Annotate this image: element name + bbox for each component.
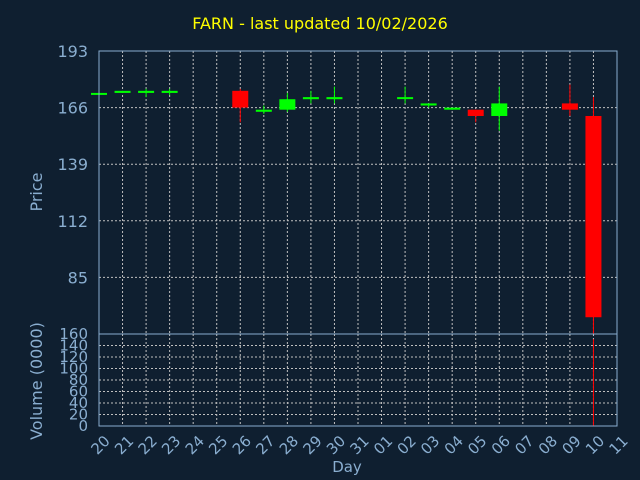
volume-tick-label: 100 [59, 360, 88, 378]
price-tick-label: 193 [57, 42, 88, 61]
candle-body [585, 115, 602, 318]
volume-tick-label: 60 [69, 383, 88, 401]
candle-body [279, 99, 296, 110]
candle-body [397, 97, 414, 100]
candle-body [491, 103, 508, 116]
chart-title: FARN - last updated 10/02/2026 [192, 14, 448, 33]
candle-body [420, 103, 437, 106]
x-tick-labels: 2021222324252627282930310102030405060708… [88, 432, 632, 458]
price-tick-label: 139 [57, 155, 88, 174]
price-tick-label: 166 [57, 99, 88, 118]
x-tick-label: 04 [441, 432, 467, 458]
x-tick-label: 21 [111, 432, 137, 458]
candle-body [138, 90, 155, 93]
candle-body [255, 109, 272, 112]
x-tick-label: 01 [370, 432, 396, 458]
x-tick-label: 10 [582, 432, 608, 458]
price-tick-labels: 193 166 139 112 85 [57, 42, 88, 287]
candle-body [326, 97, 343, 100]
x-tick-label: 11 [606, 432, 632, 458]
volume-tick-label: 40 [69, 394, 88, 412]
plot-frames [98, 50, 618, 427]
volume-tick-label: 80 [69, 371, 88, 389]
x-tick-label: 24 [182, 432, 208, 458]
x-tick-label: 06 [488, 432, 514, 458]
x-tick-label: 07 [511, 432, 537, 458]
candle-body [302, 97, 319, 100]
x-tick-label: 23 [158, 432, 184, 458]
x-tick-label: 31 [347, 432, 373, 458]
volume-tick-label: 140 [59, 337, 88, 355]
x-tick-label: 05 [464, 432, 490, 458]
candle-body [232, 90, 249, 108]
x-tick-label: 03 [417, 432, 443, 458]
volume-tick-label: 0 [78, 417, 88, 435]
volume-tick-label: 20 [69, 406, 88, 424]
x-tick-label: 26 [229, 432, 255, 458]
candle-body [161, 90, 178, 93]
x-tick-label: 25 [205, 432, 231, 458]
x-tick-label: 09 [558, 432, 584, 458]
volume-plot-frame [98, 333, 618, 427]
x-tick-label: 27 [252, 432, 278, 458]
x-tick-label: 28 [276, 432, 302, 458]
volume-axis-label: Volume (0000) [27, 322, 46, 440]
price-axis-label: Price [27, 172, 46, 211]
candle-body [444, 107, 461, 110]
price-grid [99, 51, 617, 334]
candle-body [561, 103, 578, 110]
candles [91, 84, 602, 334]
volume-tick-label: 160 [59, 325, 88, 343]
x-tick-label: 20 [88, 432, 114, 458]
candle-body [467, 109, 484, 116]
x-tick-label: 29 [299, 432, 325, 458]
x-tick-label: 22 [135, 432, 161, 458]
x-tick-label: 02 [394, 432, 420, 458]
x-tick-label: 08 [535, 432, 561, 458]
volume-grid [99, 334, 617, 426]
price-tick-label: 112 [57, 212, 88, 231]
price-tick-label: 85 [68, 268, 88, 287]
x-axis-label: Day [332, 458, 362, 476]
candle-body [114, 90, 131, 93]
x-tick-label: 30 [323, 432, 349, 458]
volume-tick-label: 120 [59, 348, 88, 366]
